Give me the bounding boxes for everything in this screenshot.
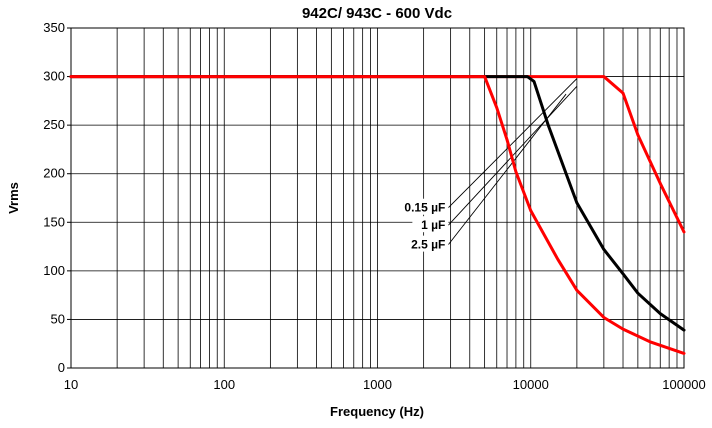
y-tick-label: 150 <box>43 214 65 229</box>
annotation-leader-line <box>448 78 578 209</box>
series-line <box>69 75 686 332</box>
series-lines <box>69 75 686 355</box>
annotation-label: 0.15 µF <box>404 201 445 215</box>
annotation-label-bg <box>412 216 449 233</box>
y-tick-labels: 0 50 100 150 200 250 300 350 <box>43 20 71 375</box>
x-tick-label: 10 <box>64 377 78 392</box>
annotation-label-bg <box>398 235 449 252</box>
x-tick-label: 100 <box>213 377 235 392</box>
y-tick-label: 250 <box>43 117 65 132</box>
x-tick-label: 1000 <box>363 377 392 392</box>
annotation-label-bg <box>391 198 449 215</box>
grid <box>71 27 684 369</box>
y-tick-label: 200 <box>43 166 65 181</box>
x-tick-labels: 10 100 1000 10000 100000 <box>64 377 706 392</box>
plot-frame <box>70 27 685 369</box>
chart-title: 942C/ 943C - 600 Vdc <box>302 5 452 22</box>
annotations: 0.15 µF 1 µF 2.5 µF <box>391 78 578 252</box>
x-axis-label: Frequency (Hz) <box>330 404 424 419</box>
y-axis-label: Vrms <box>6 182 21 214</box>
series-line <box>69 75 686 355</box>
x-tick-label: 10000 <box>513 377 549 392</box>
y-tick-label: 50 <box>51 311 65 326</box>
y-tick-label: 100 <box>43 263 65 278</box>
annotation-label: 1 µF <box>421 218 445 232</box>
annotation-label: 2.5 µF <box>411 238 445 252</box>
y-tick-label: 0 <box>58 360 65 375</box>
y-tick-label: 300 <box>43 69 65 84</box>
y-tick-label: 350 <box>43 20 65 35</box>
x-tick-label: 100000 <box>662 377 705 392</box>
